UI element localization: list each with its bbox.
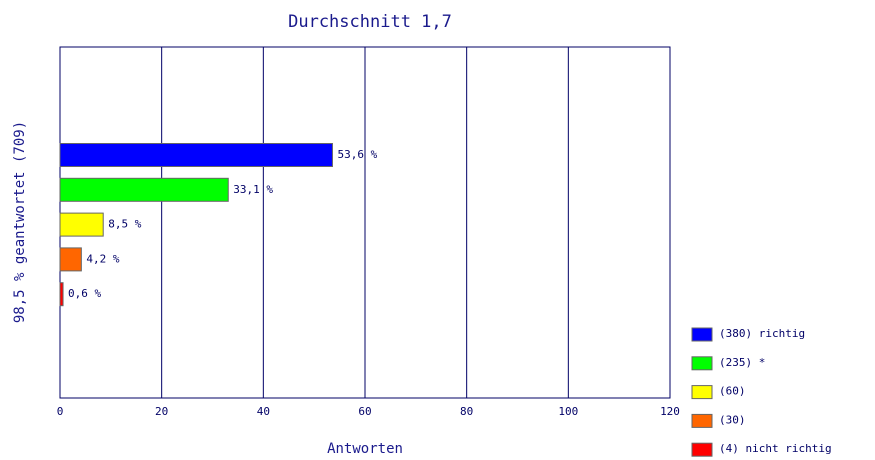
bar [59,282,64,307]
legend-label: (60) [719,385,746,398]
legend-label: (380) richtig [719,327,805,340]
legend-swatch [691,442,713,457]
value-label: 0,6 % [68,287,101,300]
value-label: 8,5 % [108,218,141,231]
x-tick-label: 0 [57,405,64,418]
legend-swatch [691,413,713,428]
bar [59,177,229,202]
bar [59,247,82,272]
x-tick-label: 120 [660,405,680,418]
bar [59,143,333,167]
value-label: 4,2 % [86,252,119,265]
value-label: 53,6 % [337,148,377,161]
legend-label: (4) nicht richtig [719,442,832,455]
x-axis-label: Antworten [327,441,403,457]
y-axis-label: 98,5 % geantwortet (709) [12,121,28,323]
legend-label: (30) [719,413,746,426]
value-label: 33,1 % [233,183,273,196]
x-tick-label: 80 [460,405,473,418]
x-tick-label: 100 [558,405,578,418]
x-tick-label: 60 [358,405,371,418]
x-tick-label: 20 [155,405,168,418]
x-tick-label: 40 [257,405,270,418]
legend-swatch [691,385,713,400]
chart-title: Durchschnitt 1,7 [288,12,452,32]
legend-swatch [691,327,713,342]
legend-label: (235) * [719,356,765,369]
legend-swatch [691,356,713,371]
bar [59,212,104,237]
